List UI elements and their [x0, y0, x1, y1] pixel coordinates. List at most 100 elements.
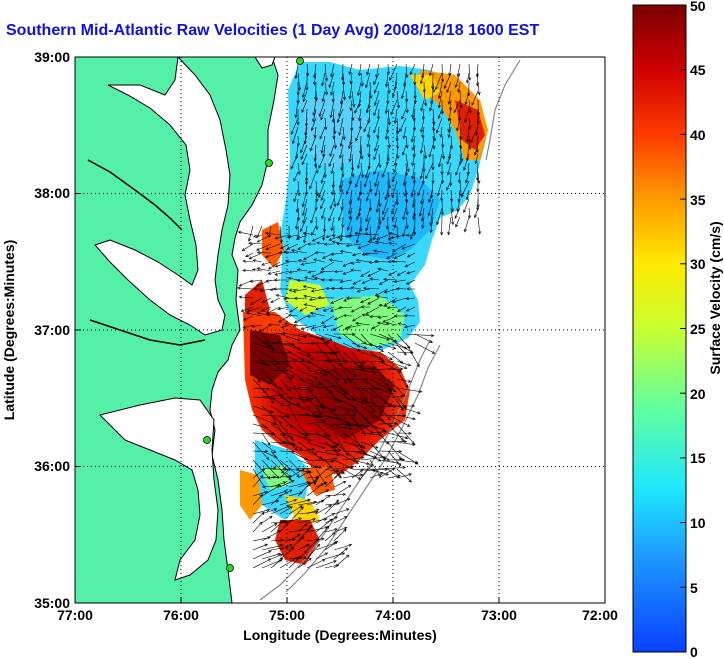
velocity-arrow: [261, 432, 271, 446]
velocity-arrow: [280, 324, 290, 329]
velocity-arrow: [324, 63, 328, 82]
velocity-arrow: [252, 396, 277, 400]
velocity-arrow: [385, 126, 389, 140]
velocity-arrow: [324, 469, 340, 479]
velocity-arrow: [377, 217, 381, 230]
velocity-arrow: [273, 278, 290, 282]
velocity-arrow: [261, 499, 280, 506]
velocity-arrow: [446, 180, 452, 191]
velocity-arrow: [369, 459, 381, 478]
velocity-arrow: [315, 385, 335, 389]
velocity-arrow: [374, 171, 380, 187]
velocity-arrow: [409, 63, 416, 76]
velocity-arrow: [342, 270, 353, 275]
velocity-arrow: [411, 162, 416, 180]
velocity-arrow: [446, 162, 452, 176]
velocity-arrow: [429, 99, 434, 112]
velocity-arrow: [279, 387, 292, 401]
velocity-arrow: [378, 304, 389, 308]
velocity-arrow: [304, 171, 309, 186]
velocity-arrow: [429, 63, 434, 77]
velocity-arrow: [421, 216, 425, 229]
colorbar-tick-label: 15: [690, 450, 706, 466]
velocity-arrow: [324, 423, 353, 431]
velocity-arrow: [306, 341, 328, 345]
velocity-arrow: [279, 522, 289, 533]
velocity-arrow: [369, 81, 373, 99]
velocity-arrow: [315, 441, 337, 448]
velocity-arrow: [360, 162, 365, 179]
velocity-arrow: [411, 135, 416, 151]
velocity-arrow: [369, 404, 397, 409]
velocity-arrow: [378, 207, 382, 225]
velocity-arrow: [306, 378, 322, 385]
pamlico-sound: [99, 397, 219, 581]
velocity-arrow: [252, 360, 271, 367]
velocity-arrow: [333, 135, 337, 150]
map-title: Southern Mid-Atlantic Raw Velocities (1 …: [6, 22, 540, 39]
velocity-arrow: [470, 126, 479, 144]
velocity-arrow: [288, 405, 298, 422]
velocity-arrow: [328, 153, 335, 168]
velocity-arrow: [279, 396, 302, 408]
velocity-arrow: [306, 420, 326, 425]
velocity-arrow: [288, 351, 306, 361]
velocity-arrow: [474, 144, 479, 156]
velocity-arrow: [423, 144, 428, 160]
velocity-arrow: [311, 324, 326, 330]
velocity-arrow: [274, 261, 290, 268]
velocity-arrow: [401, 243, 416, 250]
velocity-arrow: [364, 232, 380, 236]
velocity-arrow: [294, 144, 299, 160]
velocity-arrow: [411, 189, 416, 208]
velocity-arrow: [342, 468, 362, 480]
velocity-arrow: [338, 171, 344, 189]
velocity-arrow: [391, 171, 398, 183]
velocity-arrow: [306, 441, 326, 449]
velocity-arrow: [261, 441, 277, 454]
velocity-arrow: [369, 450, 391, 461]
velocity-arrow: [322, 324, 335, 329]
velocity-arrow: [333, 315, 344, 321]
velocity-arrow: [360, 463, 374, 479]
velocity-arrow: [447, 90, 452, 105]
velocity-arrow: [385, 321, 398, 326]
velocity-arrow: [315, 494, 331, 506]
velocity-arrow: [252, 333, 271, 348]
velocity-arrow: [356, 207, 362, 221]
velocity-arrow: [387, 387, 404, 411]
velocity-arrow: [251, 324, 263, 328]
velocity-arrow: [330, 63, 335, 78]
velocity-arrow: [366, 63, 371, 76]
velocity-arrow: [391, 198, 398, 215]
velocity-arrow: [279, 467, 291, 479]
velocity-arrow: [406, 270, 416, 275]
velocity-arrow: [405, 153, 410, 173]
velocity-arrow: [315, 504, 332, 515]
velocity-arrow: [261, 485, 281, 497]
velocity-arrow: [405, 279, 416, 285]
velocity-arrow: [477, 216, 482, 235]
velocity-arrow: [369, 225, 373, 242]
velocity-arrow: [402, 207, 407, 221]
velocity-arrow: [296, 108, 300, 126]
velocity-arrow: [264, 231, 281, 236]
velocity-arrow: [312, 258, 326, 263]
velocity-arrow: [252, 543, 269, 551]
velocity-arrow: [294, 63, 299, 79]
velocity-arrow: [373, 117, 380, 134]
velocity-arrow: [405, 333, 435, 338]
velocity-arrow: [305, 73, 309, 91]
velocity-arrow: [406, 252, 416, 258]
velocity-arrow: [397, 306, 407, 313]
velocity-arrow: [338, 207, 344, 222]
velocity-arrow: [342, 72, 346, 86]
velocity-arrow: [324, 369, 340, 381]
velocity-arrow: [467, 81, 471, 97]
velocity-arrow: [396, 387, 423, 393]
velocity-arrow: [360, 342, 383, 349]
velocity-arrow: [396, 473, 413, 479]
velocity-arrow: [241, 243, 254, 251]
velocity-arrow: [288, 536, 305, 551]
velocity-arrow: [368, 260, 380, 264]
